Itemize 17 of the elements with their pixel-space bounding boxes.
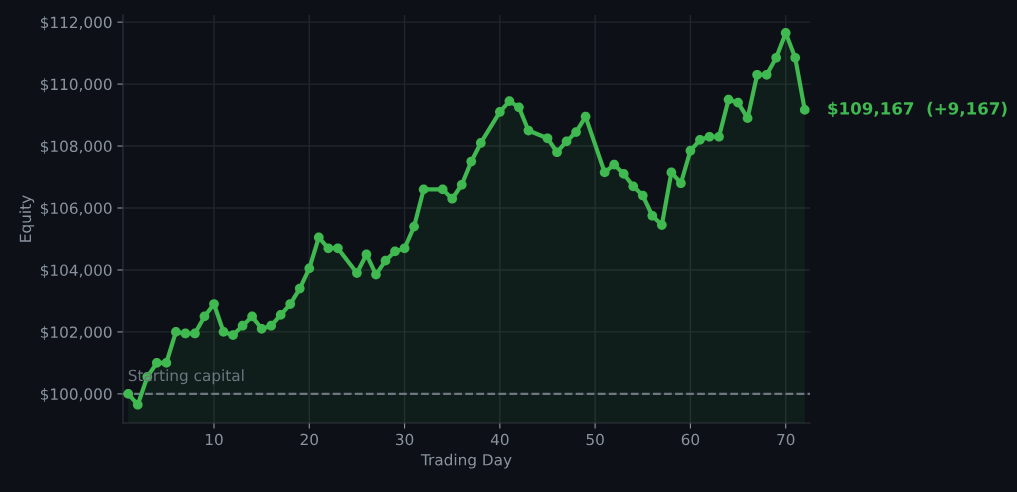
y-tick-label: $102,000 <box>40 326 112 340</box>
x-tick-label: 70 <box>777 433 795 446</box>
y-tick-label: $110,000 <box>40 78 112 93</box>
x-tick-label: 60 <box>681 433 700 446</box>
y-axis-title: Equity <box>19 195 35 242</box>
x-tick-label: 10 <box>205 433 223 446</box>
y-tick-label: $108,000 <box>40 140 112 155</box>
x-tick-label: 40 <box>490 433 509 446</box>
x-tick-label: 30 <box>396 433 414 446</box>
y-tick-label: $100,000 <box>40 388 112 402</box>
y-tick-label: $106,000 <box>40 202 112 217</box>
x-axis-title: Trading Day <box>420 453 512 469</box>
annotation: $109,167 (+9,167) <box>828 101 1007 117</box>
x-tick-label: 50 <box>586 433 604 446</box>
y-tick-label: $112,000 <box>40 16 112 31</box>
y-tick-label: $104,000 <box>40 264 112 279</box>
x-tick-label: 20 <box>300 433 318 446</box>
